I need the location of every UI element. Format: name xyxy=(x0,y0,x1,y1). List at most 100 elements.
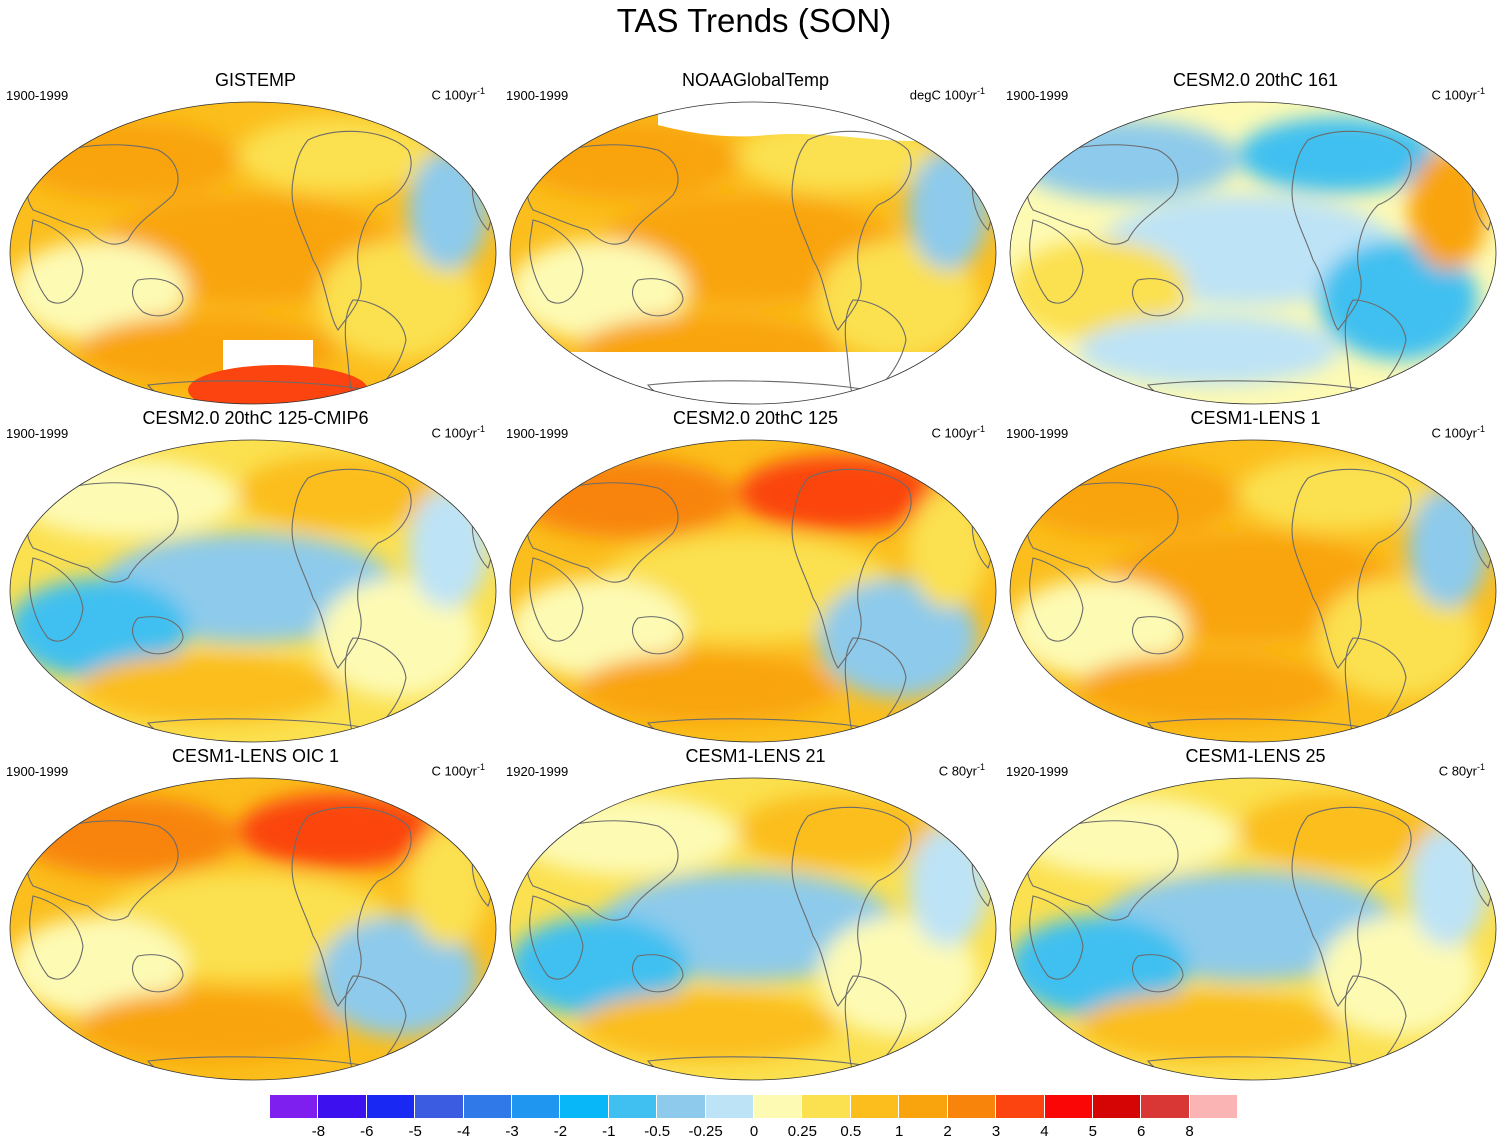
coastline xyxy=(526,482,679,583)
map-outline xyxy=(1009,777,1497,1081)
colorbar-box xyxy=(705,1095,755,1118)
trend-region xyxy=(1318,240,1478,360)
units-text: degC 100yr xyxy=(909,87,977,103)
units-exponent: -1 xyxy=(1476,424,1485,434)
trend-region xyxy=(1318,578,1478,698)
coastline xyxy=(344,975,407,1080)
map-outline xyxy=(509,439,997,743)
map-outline xyxy=(1009,439,1497,743)
map-panel: CESM2.0 20thC 125 1900-1999 C 100yr-1 xyxy=(506,408,1003,743)
units-text: C 100yr xyxy=(931,425,977,441)
map-outline xyxy=(509,777,997,1081)
panel-period: 1900-1999 xyxy=(6,426,69,441)
units-exponent: -1 xyxy=(1476,762,1485,772)
panel-units: C 100yr-1 xyxy=(431,86,485,102)
coastline xyxy=(1132,278,1184,317)
trend-region xyxy=(738,455,938,531)
panel-title: CESM1-LENS 25 xyxy=(1185,746,1326,766)
coastline xyxy=(1344,299,1407,404)
coastline xyxy=(26,482,179,583)
coastline xyxy=(526,144,679,245)
colorbar-label: 0.5 xyxy=(840,1123,862,1140)
world-map xyxy=(1009,777,1497,1081)
coastline xyxy=(1029,895,1084,980)
panel-units: C 100yr-1 xyxy=(431,424,485,440)
coastline xyxy=(529,219,584,304)
trend-region xyxy=(18,796,238,876)
colorbar-box xyxy=(850,1095,900,1118)
units-text: C 100yr xyxy=(431,425,477,441)
missing-data-region xyxy=(223,340,313,370)
trend-region xyxy=(10,578,188,678)
colorbar-box xyxy=(996,1095,1045,1118)
trend-region xyxy=(818,916,978,1036)
panel-units: C 100yr-1 xyxy=(431,762,485,778)
colorbar-label: -8 xyxy=(311,1123,326,1140)
colorbar xyxy=(270,1095,1239,1119)
trend-region xyxy=(18,120,238,200)
world-map xyxy=(1009,101,1497,405)
world-map xyxy=(509,101,997,405)
colorbar-label: -4 xyxy=(456,1123,471,1140)
panel-units: C 100yr-1 xyxy=(1431,86,1485,102)
map-outline xyxy=(9,439,497,743)
colorbar-label: -3 xyxy=(505,1123,519,1140)
trend-region xyxy=(1010,916,1188,1016)
colorbar-label: -6 xyxy=(360,1123,374,1140)
colorbar-label: 0.25 xyxy=(787,1123,817,1140)
trend-region xyxy=(578,991,838,1061)
coastline xyxy=(1029,557,1084,642)
coastline xyxy=(1026,482,1179,583)
coastline xyxy=(132,616,184,655)
colorbar-box xyxy=(512,1095,561,1118)
colorbar-box xyxy=(366,1095,416,1118)
trend-region xyxy=(1238,117,1438,193)
panel-title: CESM2.0 20thC 125 xyxy=(672,408,839,428)
colorbar-label: 8 xyxy=(1185,1123,1194,1140)
coastline xyxy=(1026,820,1179,921)
coastline xyxy=(1132,616,1184,655)
units-text: C 80yr xyxy=(1438,763,1477,779)
coastline xyxy=(844,637,907,742)
trend-region xyxy=(1078,653,1338,723)
map-panel: GISTEMP 1900-1999 C 100yr-1 xyxy=(6,70,503,405)
colorbar-box xyxy=(1092,1095,1142,1118)
world-map xyxy=(1009,439,1497,743)
panel-title: CESM1-LENS 21 xyxy=(685,746,826,766)
coastline xyxy=(526,820,679,921)
world-map xyxy=(9,439,497,743)
units-exponent: -1 xyxy=(476,86,485,96)
trend-region xyxy=(1318,916,1478,1036)
colorbar-box xyxy=(1189,1095,1239,1118)
coastline xyxy=(26,144,179,245)
units-exponent: -1 xyxy=(976,86,985,96)
trend-region xyxy=(1018,120,1238,200)
trend-region xyxy=(318,578,478,698)
coastline xyxy=(632,954,684,993)
world-map xyxy=(509,439,997,743)
colorbar-label: 5 xyxy=(1088,1123,1097,1140)
trend-region xyxy=(510,916,688,1016)
panel-period: 1900-1999 xyxy=(1006,426,1069,441)
units-text: C 100yr xyxy=(1431,425,1477,441)
trend-region xyxy=(1078,991,1338,1061)
trend-region xyxy=(238,793,438,869)
trend-region xyxy=(78,991,338,1061)
trend-region xyxy=(78,653,338,723)
map-panel: CESM2.0 20thC 161 1900-1999 C 100yr-1 xyxy=(1006,70,1503,405)
trend-region xyxy=(518,796,738,876)
coastline xyxy=(632,616,684,655)
colorbar-label: -0.25 xyxy=(688,1123,723,1140)
figure-title: TAS Trends (SON) xyxy=(616,2,892,39)
colorbar-labels: -8 -6 -5 -4 -3 -2 -1 -0.5 -0.25 0 0.25 0.5 1 2 3 4 5 6 8 xyxy=(270,1123,1238,1143)
panel-period: 1900-1999 xyxy=(506,426,569,441)
colorbar-box xyxy=(754,1095,803,1118)
map-panel: CESM1-LENS 25 1920-1999 C 80yr-1 xyxy=(1006,746,1503,1081)
colorbar-box xyxy=(415,1095,464,1118)
panel-period: 1900-1999 xyxy=(6,764,69,779)
panel-title: CESM1-LENS 1 xyxy=(1190,408,1321,428)
trend-region xyxy=(1010,240,1188,340)
panel-title: GISTEMP xyxy=(214,70,296,90)
panel-title: CESM2.0 20thC 161 xyxy=(1172,70,1339,90)
coastline xyxy=(1026,144,1179,245)
